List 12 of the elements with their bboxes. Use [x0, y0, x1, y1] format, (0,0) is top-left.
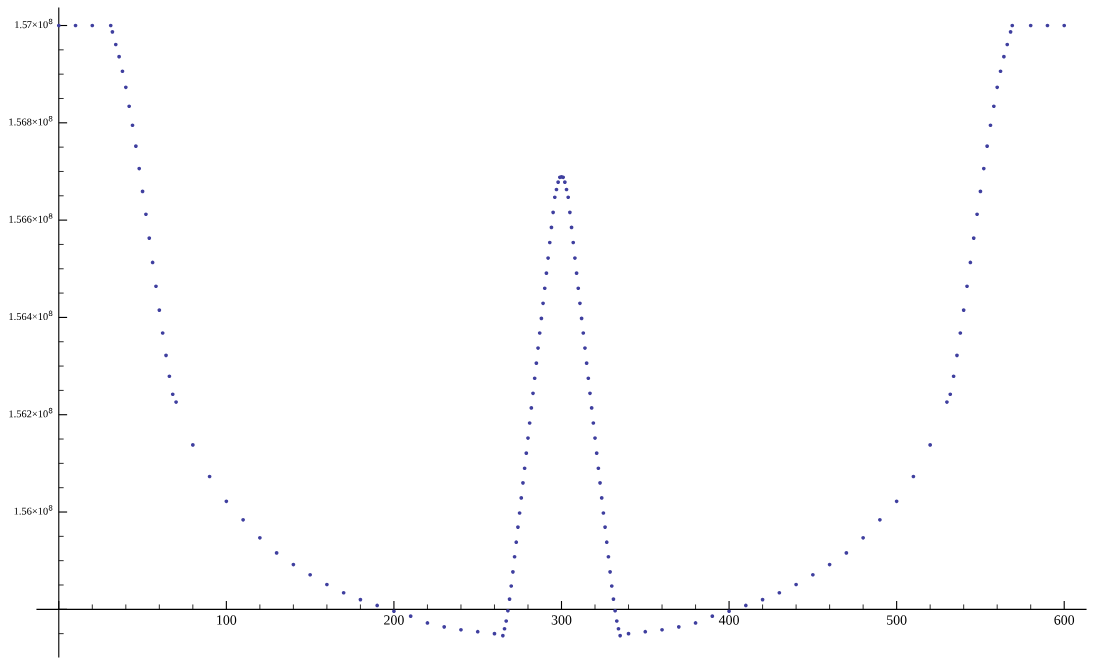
y-tick-label: 1.56×10$^{8}$ — [14, 505, 53, 515]
x-tick-label: 500 — [887, 615, 907, 625]
x-tick-label: 200 — [384, 615, 404, 625]
y-tick-label: 1.568×10$^{8}$ — [9, 115, 53, 126]
y-tick-label: 1.57×10$^{8}$ — [15, 18, 53, 29]
x-tick-label: 600 — [1054, 615, 1075, 625]
x-tick-label: 400 — [718, 615, 739, 625]
y-tick-label: 1.564×10$^{8}$ — [9, 310, 53, 321]
x-tick-label: 100 — [217, 615, 237, 625]
y-tick-label: 1.566×10$^{8}$ — [9, 213, 53, 223]
x-tick-label: 300 — [551, 615, 572, 625]
y-tick-label: 1.562×10$^{8}$ — [9, 407, 53, 418]
